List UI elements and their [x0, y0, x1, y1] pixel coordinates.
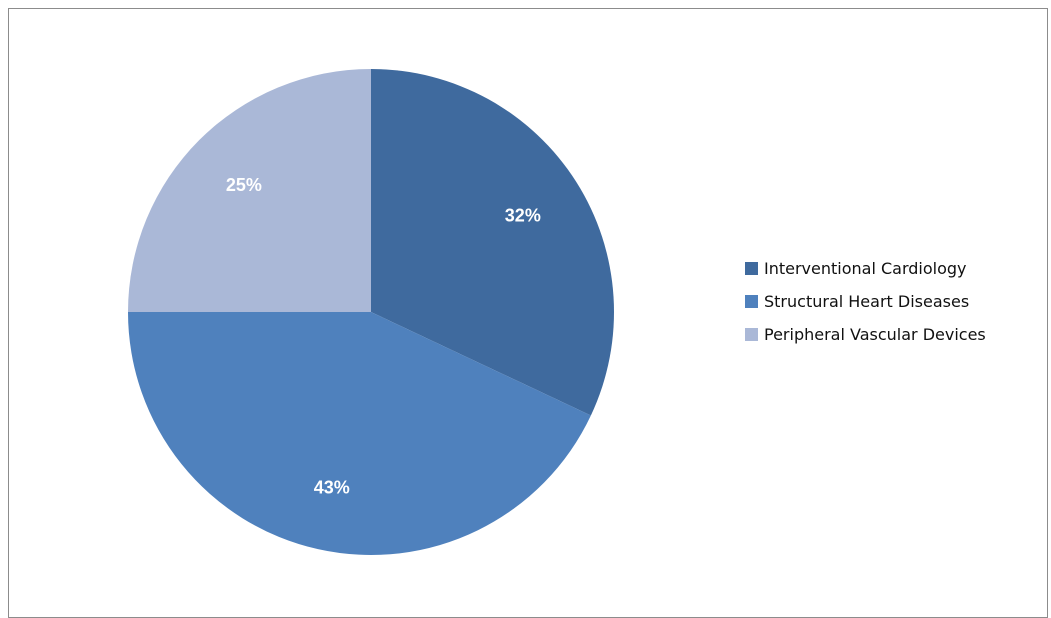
legend-label: Interventional Cardiology	[764, 259, 967, 278]
pie-slice-peripheral-vascular-devices	[128, 69, 371, 312]
legend-swatch	[745, 262, 758, 275]
pie-slices	[128, 69, 614, 555]
pie-slice-interventional-cardiology	[371, 69, 614, 416]
legend-label: Structural Heart Diseases	[764, 292, 970, 311]
legend-swatch	[745, 328, 758, 341]
legend-label: Peripheral Vascular Devices	[764, 325, 986, 344]
chart-legend: Interventional Cardiology Structural Hea…	[745, 258, 986, 357]
legend-item-peripheral-vascular-devices: Peripheral Vascular Devices	[745, 324, 986, 345]
legend-swatch	[745, 295, 758, 308]
legend-item-interventional-cardiology: Interventional Cardiology	[745, 258, 986, 279]
pie-slice-structural-heart-diseases	[128, 312, 591, 555]
pie-data-label: 25%	[226, 175, 262, 195]
pie-data-label: 32%	[505, 206, 541, 226]
pie-data-label: 43%	[314, 477, 350, 497]
legend-item-structural-heart-diseases: Structural Heart Diseases	[745, 291, 986, 312]
pie-data-labels: 32% 43% 25%	[226, 175, 541, 498]
